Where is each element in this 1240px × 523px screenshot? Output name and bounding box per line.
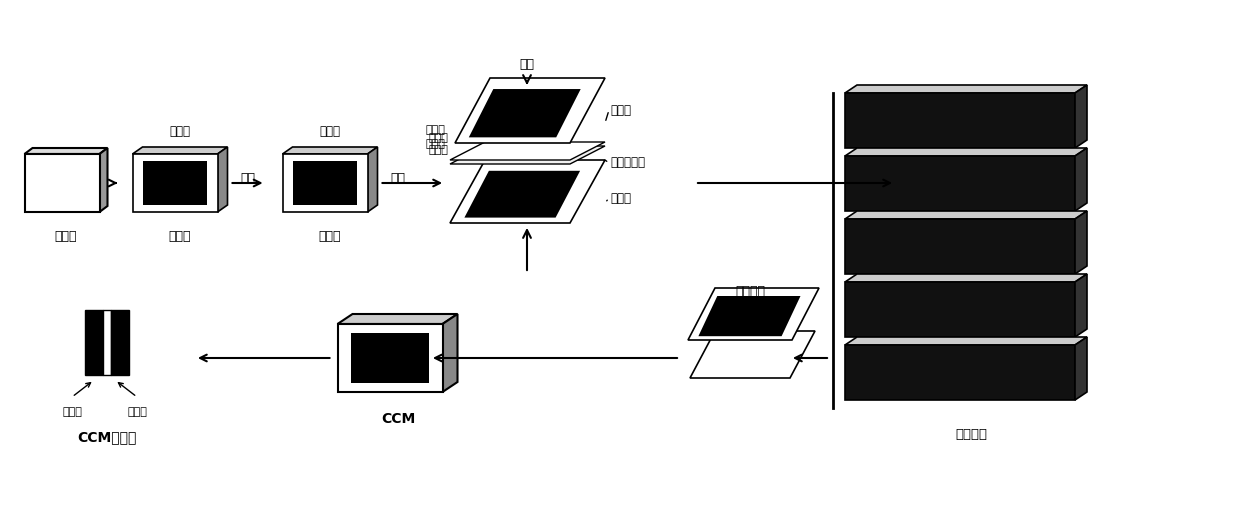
Text: 催化膜: 催化膜 (610, 104, 631, 117)
Text: 过渡层: 过渡层 (425, 125, 445, 135)
Text: 催化层: 催化层 (428, 145, 448, 155)
Polygon shape (844, 345, 1075, 400)
Polygon shape (450, 146, 605, 164)
Polygon shape (1075, 148, 1087, 211)
Polygon shape (844, 274, 1087, 282)
Polygon shape (450, 160, 605, 223)
Polygon shape (25, 154, 99, 212)
Polygon shape (99, 148, 108, 212)
Polygon shape (844, 148, 1087, 156)
Polygon shape (443, 314, 458, 392)
Text: 转印膜: 转印膜 (55, 230, 77, 243)
Polygon shape (469, 89, 580, 138)
Polygon shape (1075, 85, 1087, 148)
Polygon shape (337, 324, 443, 392)
Text: 冷却完成: 冷却完成 (735, 285, 765, 298)
Text: 烘干: 烘干 (391, 172, 405, 185)
Text: 过渡层: 过渡层 (126, 407, 146, 417)
Polygon shape (689, 331, 815, 378)
Polygon shape (25, 148, 108, 154)
Text: 烘干: 烘干 (241, 172, 255, 185)
Polygon shape (1075, 274, 1087, 337)
Polygon shape (133, 147, 227, 154)
Polygon shape (283, 154, 367, 212)
Text: 过渡层: 过渡层 (428, 133, 448, 143)
Polygon shape (283, 147, 377, 154)
Text: 催化层: 催化层 (62, 407, 82, 417)
Text: CCM: CCM (381, 412, 415, 426)
Text: 热压: 热压 (520, 58, 534, 71)
Text: 过渡膜: 过渡膜 (169, 230, 191, 243)
Polygon shape (337, 314, 458, 324)
Polygon shape (133, 154, 217, 212)
Bar (86, 310, 103, 375)
Polygon shape (465, 171, 580, 218)
Text: 催化膜: 催化膜 (610, 191, 631, 204)
Polygon shape (143, 161, 207, 205)
Text: 催化层: 催化层 (425, 139, 445, 149)
Text: 催化膜: 催化膜 (319, 230, 341, 243)
Polygon shape (688, 288, 818, 340)
Text: CCM侧视图: CCM侧视图 (77, 430, 136, 444)
Polygon shape (698, 296, 801, 336)
Polygon shape (1075, 211, 1087, 274)
Bar (112, 310, 129, 375)
Polygon shape (844, 219, 1075, 274)
Polygon shape (844, 337, 1087, 345)
Polygon shape (367, 147, 377, 212)
Polygon shape (1075, 337, 1087, 400)
Text: 梯度冷却: 梯度冷却 (955, 428, 987, 441)
Polygon shape (844, 85, 1087, 93)
Text: 过渡层: 过渡层 (170, 125, 191, 138)
Polygon shape (217, 147, 227, 212)
Polygon shape (844, 93, 1075, 148)
Polygon shape (844, 156, 1075, 211)
Bar (103, 310, 112, 375)
Polygon shape (351, 333, 429, 383)
Polygon shape (450, 142, 605, 160)
Polygon shape (455, 78, 605, 143)
Polygon shape (844, 211, 1087, 219)
Polygon shape (844, 282, 1075, 337)
Polygon shape (293, 161, 357, 205)
Text: 质子交换膜: 质子交换膜 (610, 156, 645, 169)
Text: 催化层: 催化层 (320, 125, 341, 138)
